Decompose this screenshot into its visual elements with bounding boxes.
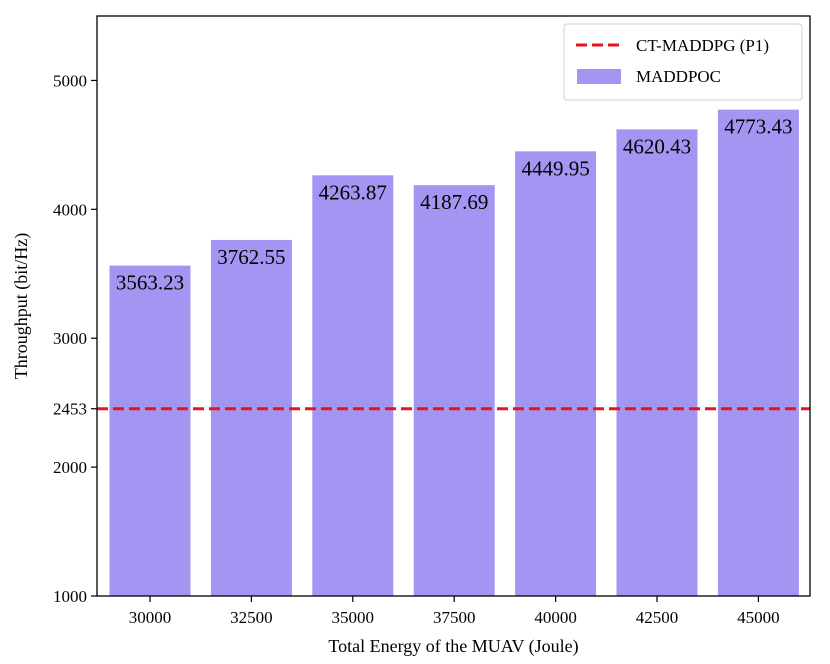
bar-value-label-40000: 4449.95 bbox=[521, 156, 589, 180]
bar-value-label-35000: 4263.87 bbox=[319, 180, 387, 204]
bar-45000 bbox=[717, 109, 799, 597]
bar-value-label-30000: 3563.23 bbox=[116, 271, 184, 295]
x-tick-label: 30000 bbox=[129, 608, 172, 627]
x-tick-label: 40000 bbox=[534, 608, 577, 627]
y-axis-label: Throughput (bit/Hz) bbox=[11, 233, 32, 379]
bar-value-label-32500: 3762.55 bbox=[217, 245, 285, 269]
y-tick-label: 2453 bbox=[53, 400, 87, 419]
bar-value-label-45000: 4773.43 bbox=[724, 115, 792, 139]
legend: CT-MADDPG (P1) MADDPOC bbox=[563, 23, 803, 101]
bar-30000 bbox=[109, 265, 191, 596]
bars-layer bbox=[109, 109, 799, 597]
y-axis-ticks: 1000 2000 2453 3000 4000 5000 bbox=[53, 71, 97, 606]
plot-frame bbox=[96, 15, 811, 597]
legend-swatch-maddpoc bbox=[577, 69, 621, 84]
x-tick-label: 32500 bbox=[230, 608, 273, 627]
bar-labels-layer: 3563.23 3762.55 4263.87 4187.69 4449.95 4620.… bbox=[116, 115, 793, 295]
x-tick-label: 37500 bbox=[433, 608, 476, 627]
x-axis-ticks: 30000 32500 35000 37500 40000 42500 45000 bbox=[129, 596, 780, 627]
y-tick-label: 4000 bbox=[53, 200, 87, 219]
bar-value-label-42500: 4620.43 bbox=[623, 134, 691, 158]
y-tick-label: 3000 bbox=[53, 329, 87, 348]
bar-42500 bbox=[616, 129, 698, 596]
x-tick-label: 42500 bbox=[636, 608, 679, 627]
x-axis-label: Total Energy of the MUAV (Joule) bbox=[328, 636, 578, 657]
bar-40000 bbox=[515, 151, 597, 596]
y-tick-label: 1000 bbox=[53, 587, 87, 606]
bar-35000 bbox=[312, 175, 394, 596]
legend-label-ct-maddpg: CT-MADDPG (P1) bbox=[636, 36, 769, 55]
y-tick-label: 2000 bbox=[53, 458, 87, 477]
y-tick-label: 5000 bbox=[53, 71, 87, 90]
x-tick-label: 45000 bbox=[737, 608, 780, 627]
legend-label-maddpoc: MADDPOC bbox=[636, 67, 721, 86]
x-tick-label: 35000 bbox=[332, 608, 375, 627]
bar-32500 bbox=[210, 239, 292, 597]
legend-box bbox=[563, 23, 803, 101]
bar-37500 bbox=[413, 185, 495, 596]
bar-value-label-37500: 4187.69 bbox=[420, 190, 488, 214]
